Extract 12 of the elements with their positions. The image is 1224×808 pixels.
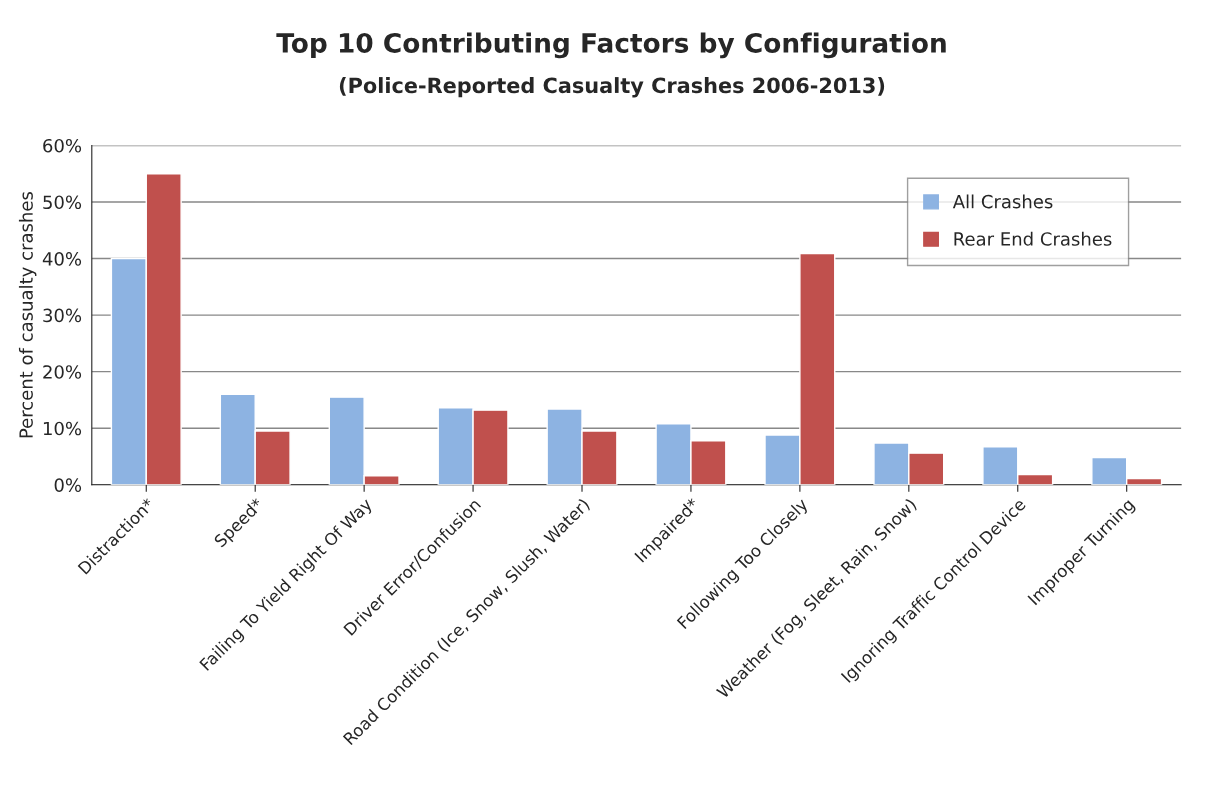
chart-title: Top 10 Contributing Factors by Configuration [276, 32, 946, 59]
y-tick-label: 20% [43, 365, 82, 379]
y-tick-label: 0% [54, 478, 82, 492]
legend-label: All Crashes [952, 194, 1053, 209]
y-tick-label: 60% [43, 138, 82, 153]
y-tick-label: 10% [43, 421, 82, 436]
y-tick-label: 40% [42, 252, 82, 266]
legend-label: Rear End Crashes [954, 231, 1112, 246]
chart-subtitle: (Police-Reported Casualty Crashes 2006-2013) [339, 77, 885, 98]
y-tick-label: 50% [43, 195, 82, 210]
y-axis-title: Percent of casualty crashes [18, 192, 37, 438]
y-tick-label: 30% [43, 308, 82, 323]
